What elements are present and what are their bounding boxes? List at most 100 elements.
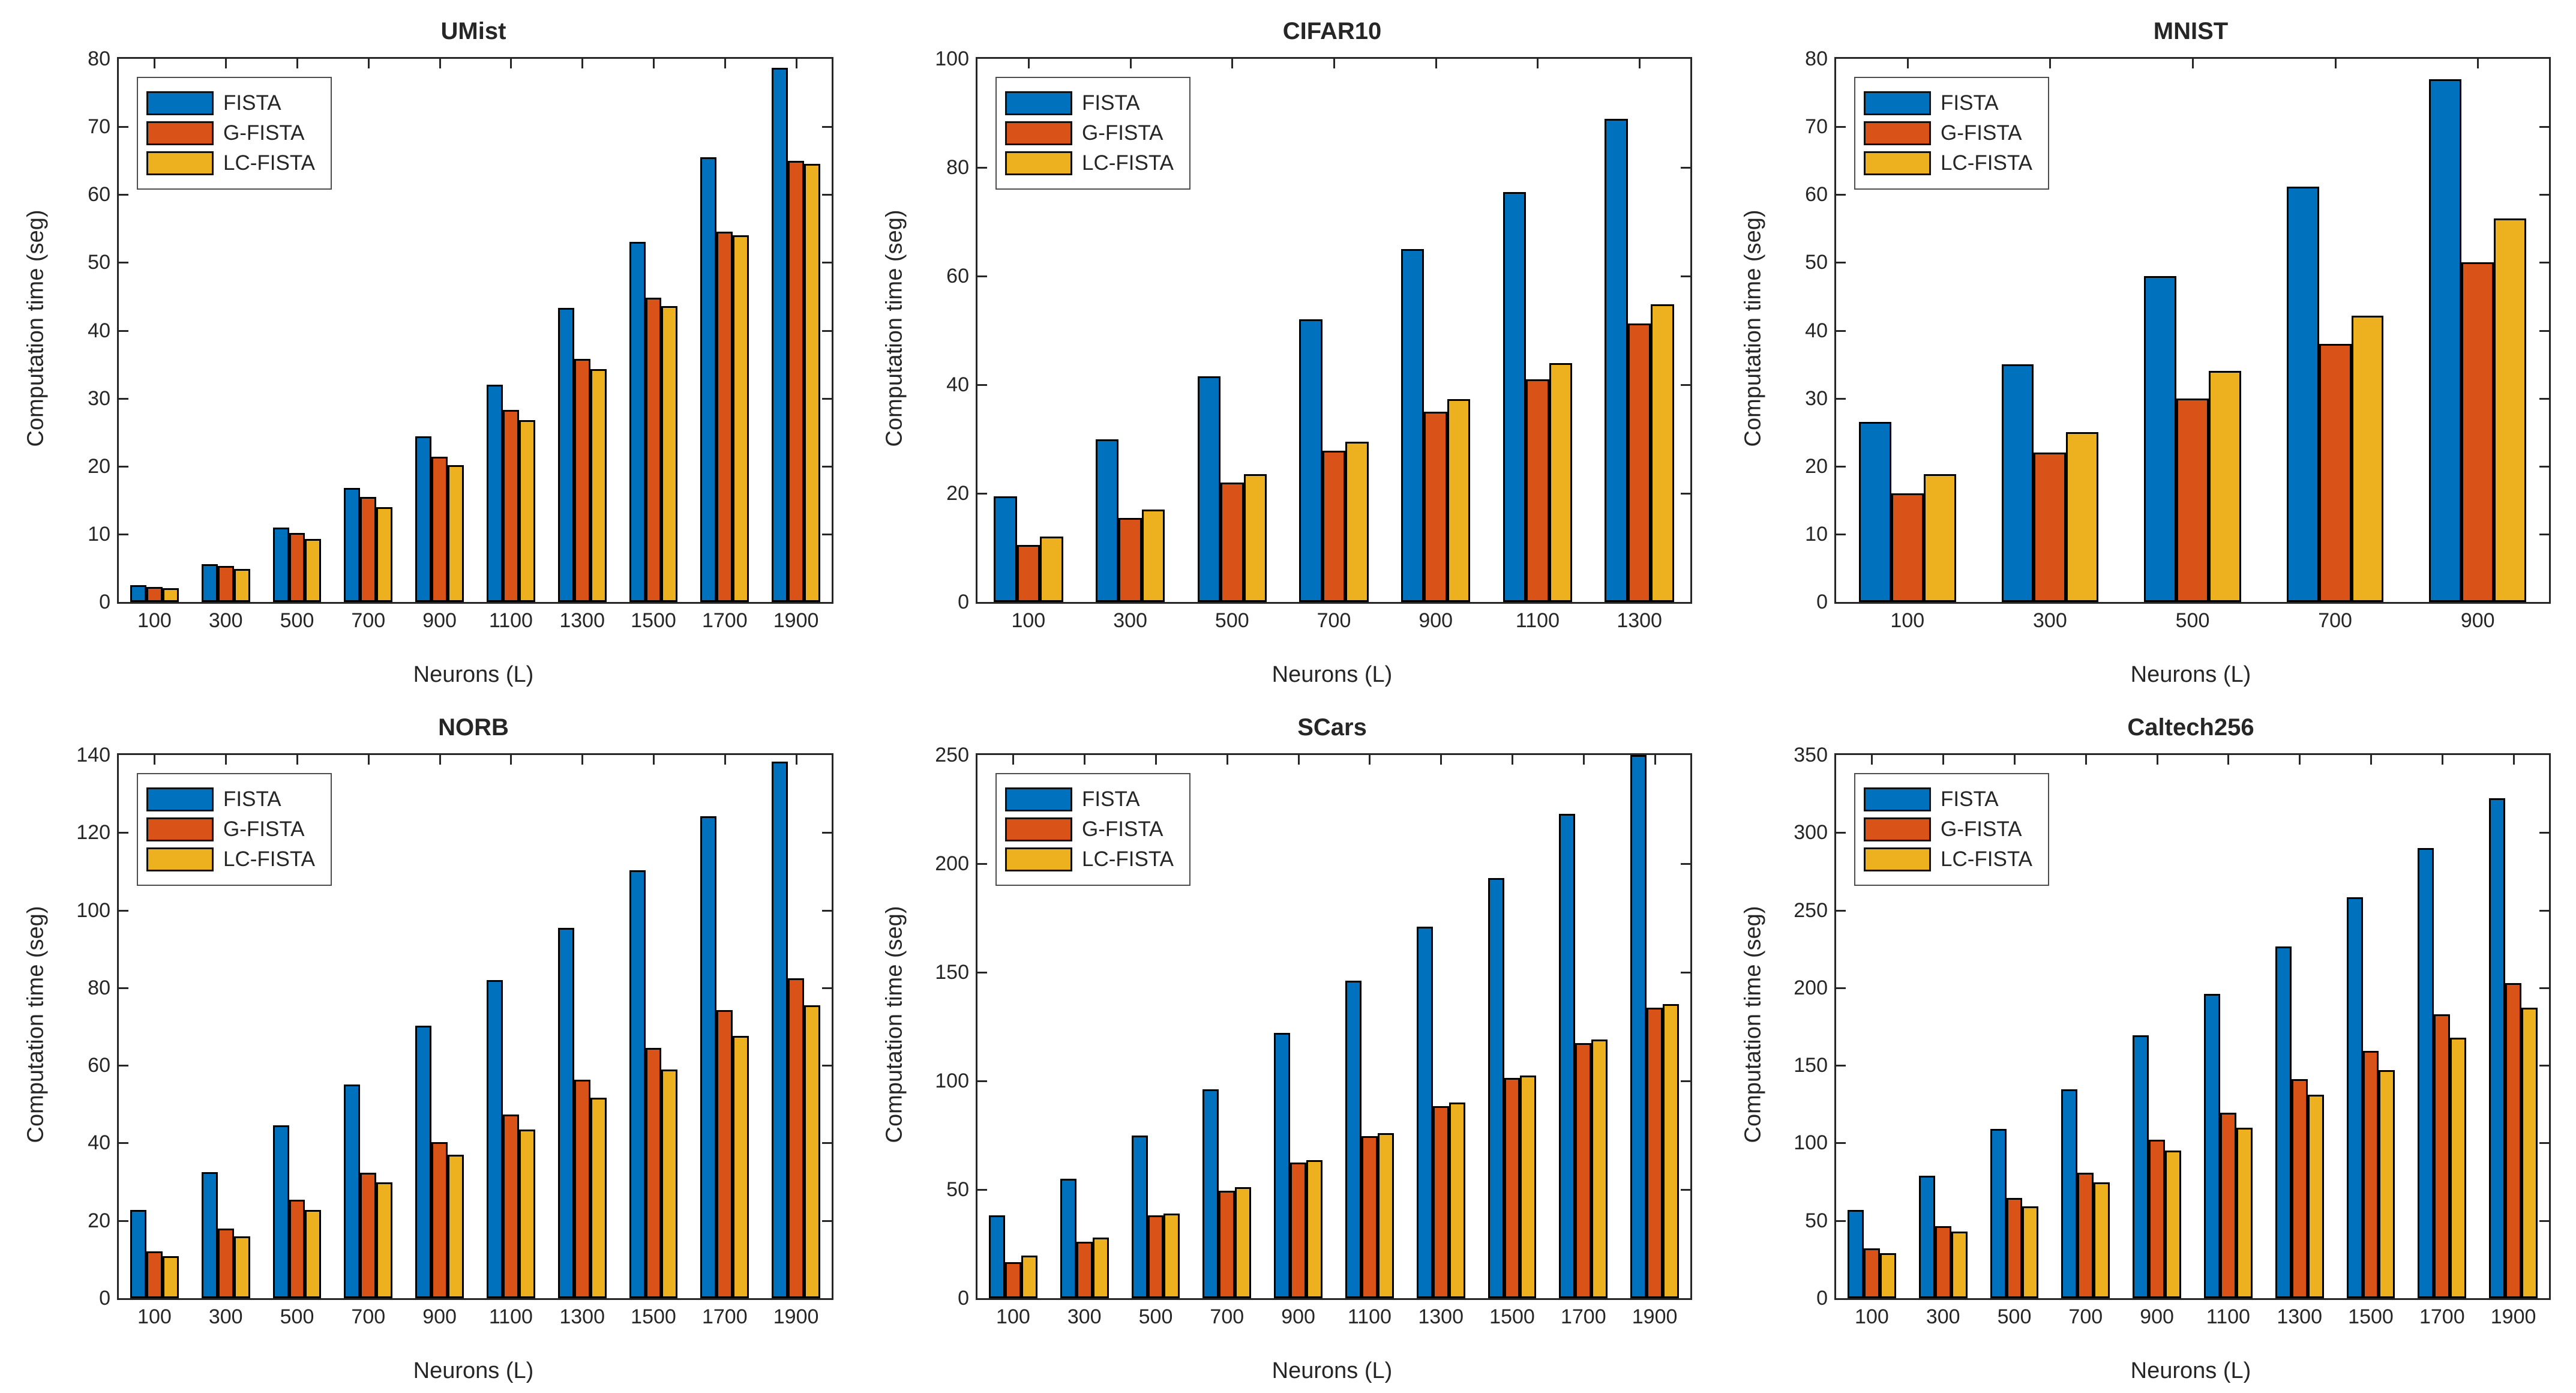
y-tick-label: 150 [935, 961, 969, 984]
bar-g-fista-500 [1147, 1215, 1164, 1298]
y-tick [1836, 533, 1846, 535]
legend: FISTA G-FISTA LC-FISTA [995, 773, 1190, 886]
x-tick-label: 1300 [2277, 1305, 2322, 1328]
legend-label: G-FISTA [223, 121, 305, 145]
x-tick [795, 59, 797, 68]
bar-fista-1500 [2346, 897, 2363, 1298]
bar-g-fista-1300 [2291, 1079, 2308, 1298]
y-tick [2539, 1142, 2549, 1145]
y-tick [977, 1080, 987, 1082]
y-tick [822, 533, 832, 535]
x-tick [2192, 59, 2194, 68]
plot-area: 0 10 20 30 40 50 60 70 80 100 300 500 700 900 1100 1300… [88, 47, 833, 632]
chart-title: UMist [440, 18, 506, 44]
bar-fista-100 [989, 1215, 1005, 1298]
legend-label: FISTA [1941, 91, 1999, 115]
x-tick [1012, 755, 1015, 765]
bar-fista-1700 [700, 816, 717, 1298]
bar-lc-fista-1300 [590, 1097, 607, 1298]
x-tick-label: 1500 [1489, 1305, 1535, 1328]
bar-fista-500 [272, 1125, 289, 1298]
y-tick-label: 40 [88, 1131, 110, 1155]
x-tick-label: 300 [2033, 609, 2067, 632]
bar-lc-fista-500 [2022, 1206, 2039, 1298]
x-tick [1639, 59, 1641, 68]
y-tick [822, 1065, 832, 1067]
legend-swatch-icon [146, 817, 214, 841]
bar-lc-fista-700 [376, 507, 393, 602]
bar-lc-fista-1300 [1651, 304, 1674, 602]
bar-lc-fista-100 [162, 588, 179, 602]
bar-g-fista-1100 [1526, 379, 1549, 602]
y-tick [119, 262, 128, 264]
bar-lc-fista-1500 [2379, 1070, 2395, 1298]
bar-fista-1100 [2204, 994, 2220, 1298]
legend-label: LC-FISTA [223, 847, 315, 871]
bar-fista-500 [1990, 1129, 2007, 1298]
x-tick [2049, 59, 2052, 68]
bar-fista-1300 [557, 308, 574, 602]
y-tick-label: 20 [88, 454, 110, 478]
y-tick-label: 250 [1794, 898, 1828, 922]
legend: FISTA G-FISTA LC-FISTA [1854, 773, 2049, 886]
x-tick-label: 1900 [773, 609, 819, 632]
legend-swatch-icon [1005, 787, 1072, 811]
y-tick-label: 50 [1805, 1209, 1828, 1232]
x-tick-label: 300 [1067, 1305, 1102, 1328]
legend-label: LC-FISTA [223, 151, 315, 175]
x-tick [1129, 59, 1132, 68]
y-tick-label: 100 [935, 1070, 969, 1092]
y-tick-label: 30 [88, 387, 110, 410]
y-tick-label: 100 [1794, 1131, 1828, 1155]
chart-norb: NORB Computation time (seg) Neurons (L) 0 20… [0, 696, 859, 1392]
x-tick-label: 300 [208, 1305, 243, 1328]
bar-fista-1100 [487, 979, 503, 1298]
legend-swatch-icon [1864, 847, 1931, 871]
bar-fista-100 [130, 585, 146, 602]
x-tick-label: 700 [1210, 1305, 1244, 1328]
y-tick [2539, 194, 2549, 196]
y-tick [2539, 832, 2549, 834]
bar-lc-fista-500 [305, 1210, 322, 1298]
bar-fista-1900 [1630, 755, 1647, 1298]
y-tick-label: 20 [1805, 454, 1828, 478]
bar-lc-fista-900 [448, 1154, 464, 1298]
y-tick-label: 0 [958, 1287, 969, 1310]
x-tick-label: 1900 [773, 1305, 819, 1328]
legend-swatch-icon [146, 121, 214, 145]
x-tick [1231, 59, 1234, 68]
x-tick-label: 500 [2175, 609, 2210, 632]
legend-item-lc-fista: LC-FISTA [146, 151, 315, 175]
x-tick-label: 300 [1113, 609, 1147, 632]
y-tick [1836, 126, 1846, 128]
legend: FISTA G-FISTA LC-FISTA [137, 773, 332, 886]
x-tick [1582, 755, 1585, 765]
y-tick [2539, 465, 2549, 468]
x-tick-label: 1500 [631, 609, 676, 632]
bar-g-fista-500 [1220, 482, 1244, 602]
y-tick [119, 1142, 128, 1145]
y-tick-label: 300 [1794, 821, 1828, 844]
x-tick-label: 700 [1317, 609, 1351, 632]
bar-g-fista-700 [360, 496, 377, 602]
bar-g-fista-900 [1290, 1162, 1307, 1298]
y-tick [1681, 167, 1690, 169]
bar-g-fista-1900 [1647, 1007, 1663, 1298]
y-tick [2539, 397, 2549, 400]
legend-swatch-icon [1005, 817, 1072, 841]
x-tick-label: 500 [1138, 1305, 1173, 1328]
y-tick-label: 50 [88, 251, 110, 274]
legend-item-g-fista: G-FISTA [1005, 817, 1174, 841]
bar-lc-fista-500 [1243, 474, 1267, 602]
bar-lc-fista-700 [1235, 1187, 1252, 1298]
y-axis-label: Computation time (seg) [881, 209, 907, 447]
bar-fista-300 [1060, 1178, 1076, 1298]
bar-fista-1500 [629, 870, 646, 1298]
bar-g-fista-1500 [645, 1048, 662, 1298]
bar-lc-fista-700 [2351, 315, 2384, 602]
bar-lc-fista-900 [1447, 399, 1471, 602]
x-tick [510, 59, 512, 68]
bar-fista-1300 [2275, 946, 2292, 1298]
legend-label: FISTA [223, 91, 281, 115]
legend-item-lc-fista: LC-FISTA [146, 847, 315, 871]
